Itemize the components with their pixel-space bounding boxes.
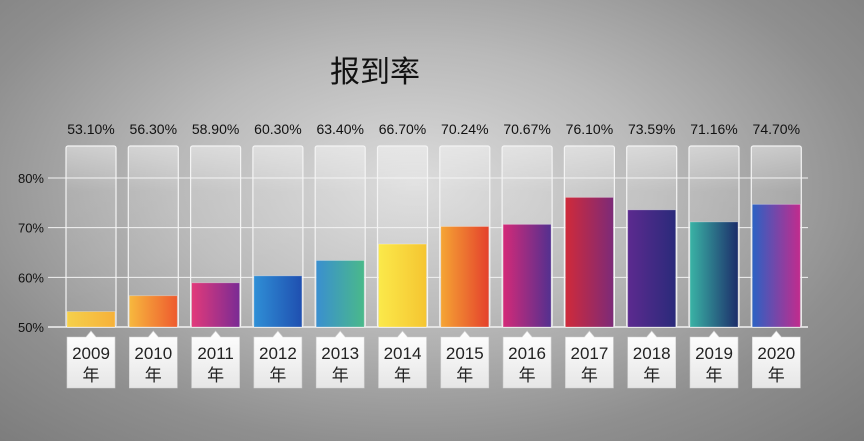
data-label: 58.90% (192, 121, 239, 137)
bar (751, 203, 801, 328)
x-label-tag (565, 330, 614, 389)
x-label-tag (689, 330, 739, 389)
x-tick-label: 2014 (384, 344, 422, 363)
bar-container (65, 145, 117, 328)
x-label-tag (191, 330, 240, 389)
bar (128, 295, 178, 328)
x-tick-suffix: 年 (581, 366, 598, 385)
x-tick-suffix: 年 (207, 366, 224, 385)
chart-title: 报到率 (330, 55, 420, 90)
x-tick-label: 2010 (134, 344, 172, 363)
x-tick-label: 2015 (446, 344, 484, 363)
data-label: 70.24% (441, 121, 488, 137)
y-tick-label: 80% (18, 171, 44, 186)
data-label: 60.30% (254, 121, 301, 137)
y-tick-label: 50% (18, 320, 44, 335)
x-label-tag (129, 330, 178, 389)
data-label: 63.40% (316, 121, 363, 137)
x-tick-label: 2019 (695, 344, 733, 363)
x-tick-label: 2018 (633, 344, 671, 363)
x-tick-suffix: 年 (145, 366, 162, 385)
y-tick-label: 60% (18, 270, 44, 285)
bar (253, 275, 303, 328)
x-axis-labels: 2009 年 2010 年 2011 年 2012 年 2013 年 2014 年 2015 年 2016 年… (66, 330, 801, 389)
x-tick-suffix: 年 (83, 366, 100, 385)
bar (689, 221, 739, 328)
x-tick-label: 2020 (757, 344, 795, 363)
data-label: 70.67% (503, 121, 550, 137)
data-label: 53.10% (67, 121, 114, 137)
bar (191, 282, 241, 328)
data-label: 76.10% (566, 121, 613, 137)
x-label-tag (253, 330, 303, 389)
bar (502, 223, 552, 328)
x-label-tag (752, 330, 801, 389)
x-tick-suffix: 年 (269, 366, 286, 385)
x-tick-label: 2011 (197, 344, 234, 363)
x-label-tag (502, 330, 552, 389)
data-label: 56.30% (130, 121, 177, 137)
x-label-tag (378, 330, 427, 389)
x-tick-suffix: 年 (643, 366, 660, 385)
x-tick-label: 2009 (72, 344, 110, 363)
x-tick-label: 2017 (570, 344, 608, 363)
bar (565, 196, 614, 328)
x-tick-suffix: 年 (332, 366, 349, 385)
x-tick-suffix: 年 (519, 366, 536, 385)
bar (627, 209, 677, 328)
bar (378, 243, 427, 328)
x-tick-label: 2013 (321, 344, 359, 363)
x-tick-suffix: 年 (394, 366, 411, 385)
data-label: 74.70% (753, 121, 800, 137)
x-tick-suffix: 年 (706, 366, 723, 385)
x-label-tag (315, 330, 365, 389)
data-label: 71.16% (690, 121, 737, 137)
x-label-tag (440, 330, 490, 389)
bar (315, 260, 365, 328)
x-label-tag (627, 330, 676, 389)
bars: 53.10% 56.30% 58.90% 60.30% 63.40% 66.70% 70.2… (65, 121, 802, 328)
x-tick-suffix: 年 (456, 366, 473, 385)
bar (440, 226, 490, 328)
x-label-tag (66, 330, 116, 389)
data-label: 73.59% (628, 121, 675, 137)
x-tick-suffix: 年 (768, 366, 785, 385)
y-axis-ticks: 50% 60% 70% 80% (18, 171, 44, 335)
bar (66, 311, 116, 328)
x-tick-label: 2016 (508, 344, 546, 363)
y-tick-label: 70% (18, 221, 44, 236)
data-label: 66.70% (379, 121, 426, 137)
x-tick-label: 2012 (259, 344, 297, 363)
